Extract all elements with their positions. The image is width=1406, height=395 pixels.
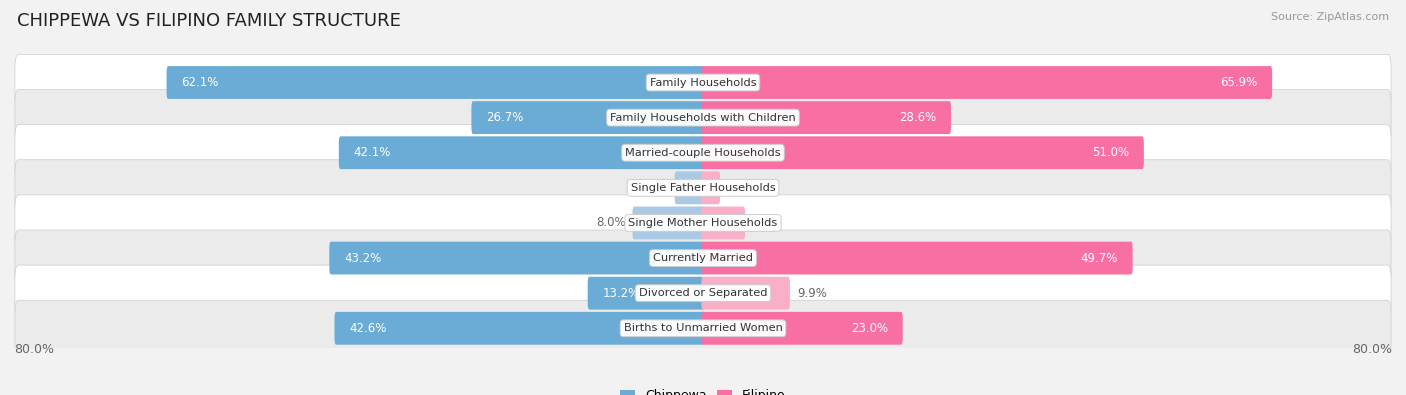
- Text: 80.0%: 80.0%: [1353, 343, 1392, 356]
- Text: CHIPPEWA VS FILIPINO FAMILY STRUCTURE: CHIPPEWA VS FILIPINO FAMILY STRUCTURE: [17, 12, 401, 30]
- FancyBboxPatch shape: [329, 242, 704, 275]
- Text: 80.0%: 80.0%: [14, 343, 53, 356]
- FancyBboxPatch shape: [588, 277, 704, 310]
- Text: 3.1%: 3.1%: [638, 181, 668, 194]
- Text: Divorced or Separated: Divorced or Separated: [638, 288, 768, 298]
- FancyBboxPatch shape: [702, 66, 1272, 99]
- FancyBboxPatch shape: [15, 265, 1391, 321]
- Text: Births to Unmarried Women: Births to Unmarried Women: [624, 323, 782, 333]
- Text: 13.2%: 13.2%: [602, 287, 640, 300]
- FancyBboxPatch shape: [702, 101, 950, 134]
- FancyBboxPatch shape: [335, 312, 704, 345]
- Text: 4.7%: 4.7%: [752, 216, 782, 229]
- Text: 1.8%: 1.8%: [727, 181, 756, 194]
- Text: Currently Married: Currently Married: [652, 253, 754, 263]
- Text: 65.9%: 65.9%: [1220, 76, 1257, 89]
- FancyBboxPatch shape: [702, 242, 1133, 275]
- FancyBboxPatch shape: [702, 207, 745, 239]
- FancyBboxPatch shape: [15, 300, 1391, 356]
- Text: Family Households with Children: Family Households with Children: [610, 113, 796, 122]
- FancyBboxPatch shape: [702, 277, 790, 310]
- Text: Married-couple Households: Married-couple Households: [626, 148, 780, 158]
- FancyBboxPatch shape: [675, 171, 704, 204]
- Text: Family Households: Family Households: [650, 77, 756, 88]
- Text: 23.0%: 23.0%: [851, 322, 889, 335]
- FancyBboxPatch shape: [702, 312, 903, 345]
- Text: 26.7%: 26.7%: [486, 111, 523, 124]
- Text: Single Mother Households: Single Mother Households: [628, 218, 778, 228]
- FancyBboxPatch shape: [166, 66, 704, 99]
- Text: 8.0%: 8.0%: [596, 216, 626, 229]
- Text: 49.7%: 49.7%: [1081, 252, 1118, 265]
- Text: 51.0%: 51.0%: [1092, 146, 1129, 159]
- FancyBboxPatch shape: [15, 55, 1391, 111]
- FancyBboxPatch shape: [339, 136, 704, 169]
- Text: 43.2%: 43.2%: [344, 252, 381, 265]
- FancyBboxPatch shape: [15, 195, 1391, 251]
- Text: 42.1%: 42.1%: [353, 146, 391, 159]
- Text: Single Father Households: Single Father Households: [631, 183, 775, 193]
- Text: Source: ZipAtlas.com: Source: ZipAtlas.com: [1271, 12, 1389, 22]
- Text: 42.6%: 42.6%: [349, 322, 387, 335]
- FancyBboxPatch shape: [471, 101, 704, 134]
- Text: 28.6%: 28.6%: [898, 111, 936, 124]
- FancyBboxPatch shape: [702, 171, 720, 204]
- FancyBboxPatch shape: [15, 125, 1391, 181]
- Text: 62.1%: 62.1%: [181, 76, 218, 89]
- FancyBboxPatch shape: [633, 207, 704, 239]
- FancyBboxPatch shape: [15, 230, 1391, 286]
- Legend: Chippewa, Filipino: Chippewa, Filipino: [616, 384, 790, 395]
- FancyBboxPatch shape: [702, 136, 1144, 169]
- FancyBboxPatch shape: [15, 160, 1391, 216]
- FancyBboxPatch shape: [15, 90, 1391, 146]
- Text: 9.9%: 9.9%: [797, 287, 827, 300]
